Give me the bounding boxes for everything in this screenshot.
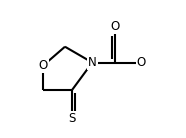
Text: N: N [88, 56, 97, 69]
Text: O: O [111, 20, 120, 33]
Text: O: O [137, 56, 146, 69]
Text: O: O [39, 59, 48, 72]
Text: S: S [68, 112, 76, 125]
